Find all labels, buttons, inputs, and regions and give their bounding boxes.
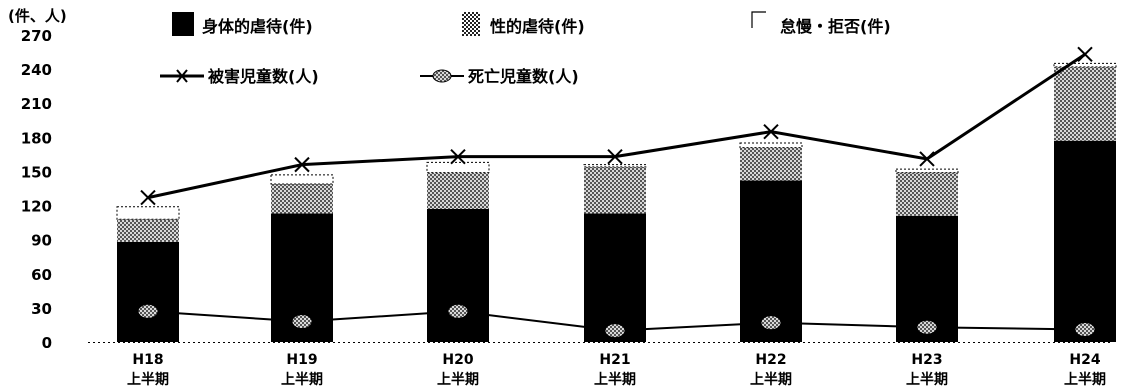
bar-sexual-abuse-4 xyxy=(740,147,802,181)
legend-item-3: 被害児童数(人) xyxy=(160,67,319,86)
lines xyxy=(137,46,1096,339)
bar-sexual-abuse-1 xyxy=(271,183,333,214)
x-tick-label-year: H18 xyxy=(132,352,163,368)
x-tick-label-year: H24 xyxy=(1069,352,1100,368)
bar-neglect-6 xyxy=(1053,62,1117,68)
y-tick-label: 120 xyxy=(21,198,52,216)
x-tick-label-period: 上半期 xyxy=(281,371,323,388)
unit-label: (件、人) xyxy=(8,7,67,25)
legend-label: 性的虐待(件) xyxy=(490,17,585,36)
y-tick-label: 240 xyxy=(21,61,52,79)
x-tick-label-period: 上半期 xyxy=(1064,371,1106,388)
bar-neglect-2 xyxy=(426,161,490,174)
bar-neglect-3 xyxy=(583,164,647,168)
bar-physical-abuse-2 xyxy=(427,208,489,342)
deaths-point-5 xyxy=(916,319,938,335)
victims-point-3 xyxy=(607,148,623,165)
y-tick-label: 30 xyxy=(31,300,52,318)
victims-marker-stroke-b xyxy=(450,148,466,165)
x-tick-label-period: 上半期 xyxy=(594,371,636,388)
x-tick-label-period: 上半期 xyxy=(906,371,948,388)
bar-sexual-abuse-3 xyxy=(584,166,646,214)
y-tick-label: 210 xyxy=(21,95,52,113)
x-tick-label-year: H20 xyxy=(442,352,473,368)
legend-swatch-dots xyxy=(462,12,480,36)
y-tick-label: 90 xyxy=(31,232,52,250)
legend-marker-circle xyxy=(432,69,452,83)
x-tick-label-year: H19 xyxy=(286,352,317,368)
bar-physical-abuse-4 xyxy=(740,180,802,342)
deaths-point-4 xyxy=(760,315,782,331)
x-axis: H18 上半期 H19 上半期 H20 上半期 H21 上半期 H22 上半期 H23 上半期 H24 上… xyxy=(127,352,1106,388)
x-tick-label-period: 上半期 xyxy=(127,371,169,388)
bar-neglect-4 xyxy=(739,142,803,149)
bar-sexual-abuse-5 xyxy=(896,172,958,216)
bar-physical-abuse-0 xyxy=(117,241,179,342)
legend-label: 怠慢・拒否(件) xyxy=(780,17,891,36)
victims-marker-stroke-b xyxy=(1077,46,1093,63)
deaths-point-1 xyxy=(291,314,313,330)
legend-label: 身体的虐待(件) xyxy=(202,17,313,36)
deaths-point-0 xyxy=(137,303,159,319)
legend: 身体的虐待(件) 性的虐待(件) 怠慢・拒否(件) 被害児童数(人) 死亡児童数(人) xyxy=(160,11,891,86)
legend-item-4: 死亡児童数(人) xyxy=(420,67,579,86)
x-tick-label-period: 上半期 xyxy=(750,371,792,388)
victims-point-1 xyxy=(294,156,310,173)
bar-neglect-5 xyxy=(895,168,959,174)
victims-point-4 xyxy=(763,123,779,140)
legend-label: 死亡児童数(人) xyxy=(468,67,579,86)
deaths-point-2 xyxy=(447,303,469,319)
bar-neglect-1 xyxy=(270,174,334,185)
victims-marker-stroke-b xyxy=(763,123,779,140)
x-tick-label-period: 上半期 xyxy=(437,371,479,388)
victims-marker-stroke-b xyxy=(607,148,623,165)
victims-point-0 xyxy=(140,189,156,206)
y-tick-label: 270 xyxy=(21,27,52,45)
deaths-point-6 xyxy=(1074,321,1096,337)
victims-marker-stroke-b xyxy=(919,151,935,167)
victims-point-2 xyxy=(450,148,466,165)
x-tick-label-year: H21 xyxy=(599,352,630,368)
legend-swatch-solid xyxy=(172,12,194,36)
x-tick-label-year: H23 xyxy=(911,352,942,368)
bar-physical-abuse-6 xyxy=(1054,140,1116,342)
victims-point-6 xyxy=(1077,46,1093,63)
legend-item-0: 身体的虐待(件) xyxy=(172,12,313,36)
bar-sexual-abuse-2 xyxy=(427,172,489,209)
y-tick-label: 0 xyxy=(42,334,52,352)
bar-sexual-abuse-6 xyxy=(1054,66,1116,141)
legend-marker-b xyxy=(176,69,188,83)
bar-sexual-abuse-0 xyxy=(117,219,179,242)
y-axis: 0 30 60 90 120 150 180 210 240 270 xyxy=(21,27,1112,352)
y-tick-label: 180 xyxy=(21,129,52,147)
legend-label: 被害児童数(人) xyxy=(208,67,319,86)
victims-marker-stroke-b xyxy=(294,156,310,173)
victims-marker-stroke-b xyxy=(140,189,156,206)
x-tick-label-year: H22 xyxy=(755,352,786,368)
bar-physical-abuse-3 xyxy=(584,213,646,342)
victims-point-5 xyxy=(919,151,935,167)
bars xyxy=(116,62,1117,342)
legend-item-2: 怠慢・拒否(件) xyxy=(751,11,891,36)
legend-item-1: 性的虐待(件) xyxy=(462,12,585,36)
deaths-point-3 xyxy=(604,323,626,339)
legend-swatch-empty xyxy=(751,11,766,28)
bar-neglect-0 xyxy=(116,206,180,220)
y-tick-label: 60 xyxy=(31,266,52,284)
y-tick-label: 150 xyxy=(21,163,52,181)
